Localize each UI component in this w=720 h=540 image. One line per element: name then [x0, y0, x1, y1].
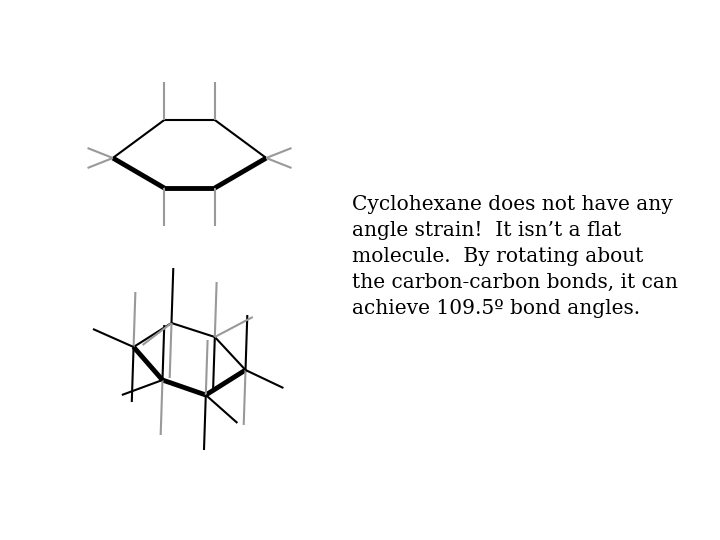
- Text: achieve 109.5º bond angles.: achieve 109.5º bond angles.: [352, 299, 640, 318]
- Text: Cyclohexane does not have any: Cyclohexane does not have any: [352, 195, 672, 214]
- Text: angle strain!  It isn’t a flat: angle strain! It isn’t a flat: [352, 221, 621, 240]
- Text: molecule.  By rotating about: molecule. By rotating about: [352, 247, 644, 266]
- Text: the carbon-carbon bonds, it can: the carbon-carbon bonds, it can: [352, 273, 678, 292]
